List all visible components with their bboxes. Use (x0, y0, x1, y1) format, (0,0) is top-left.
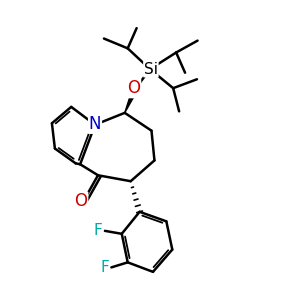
Text: O: O (74, 192, 88, 210)
Polygon shape (125, 88, 138, 113)
Text: O: O (128, 80, 140, 98)
Text: Si: Si (144, 62, 158, 77)
Text: F: F (100, 260, 109, 275)
Text: F: F (94, 223, 103, 238)
Text: N: N (89, 115, 101, 133)
